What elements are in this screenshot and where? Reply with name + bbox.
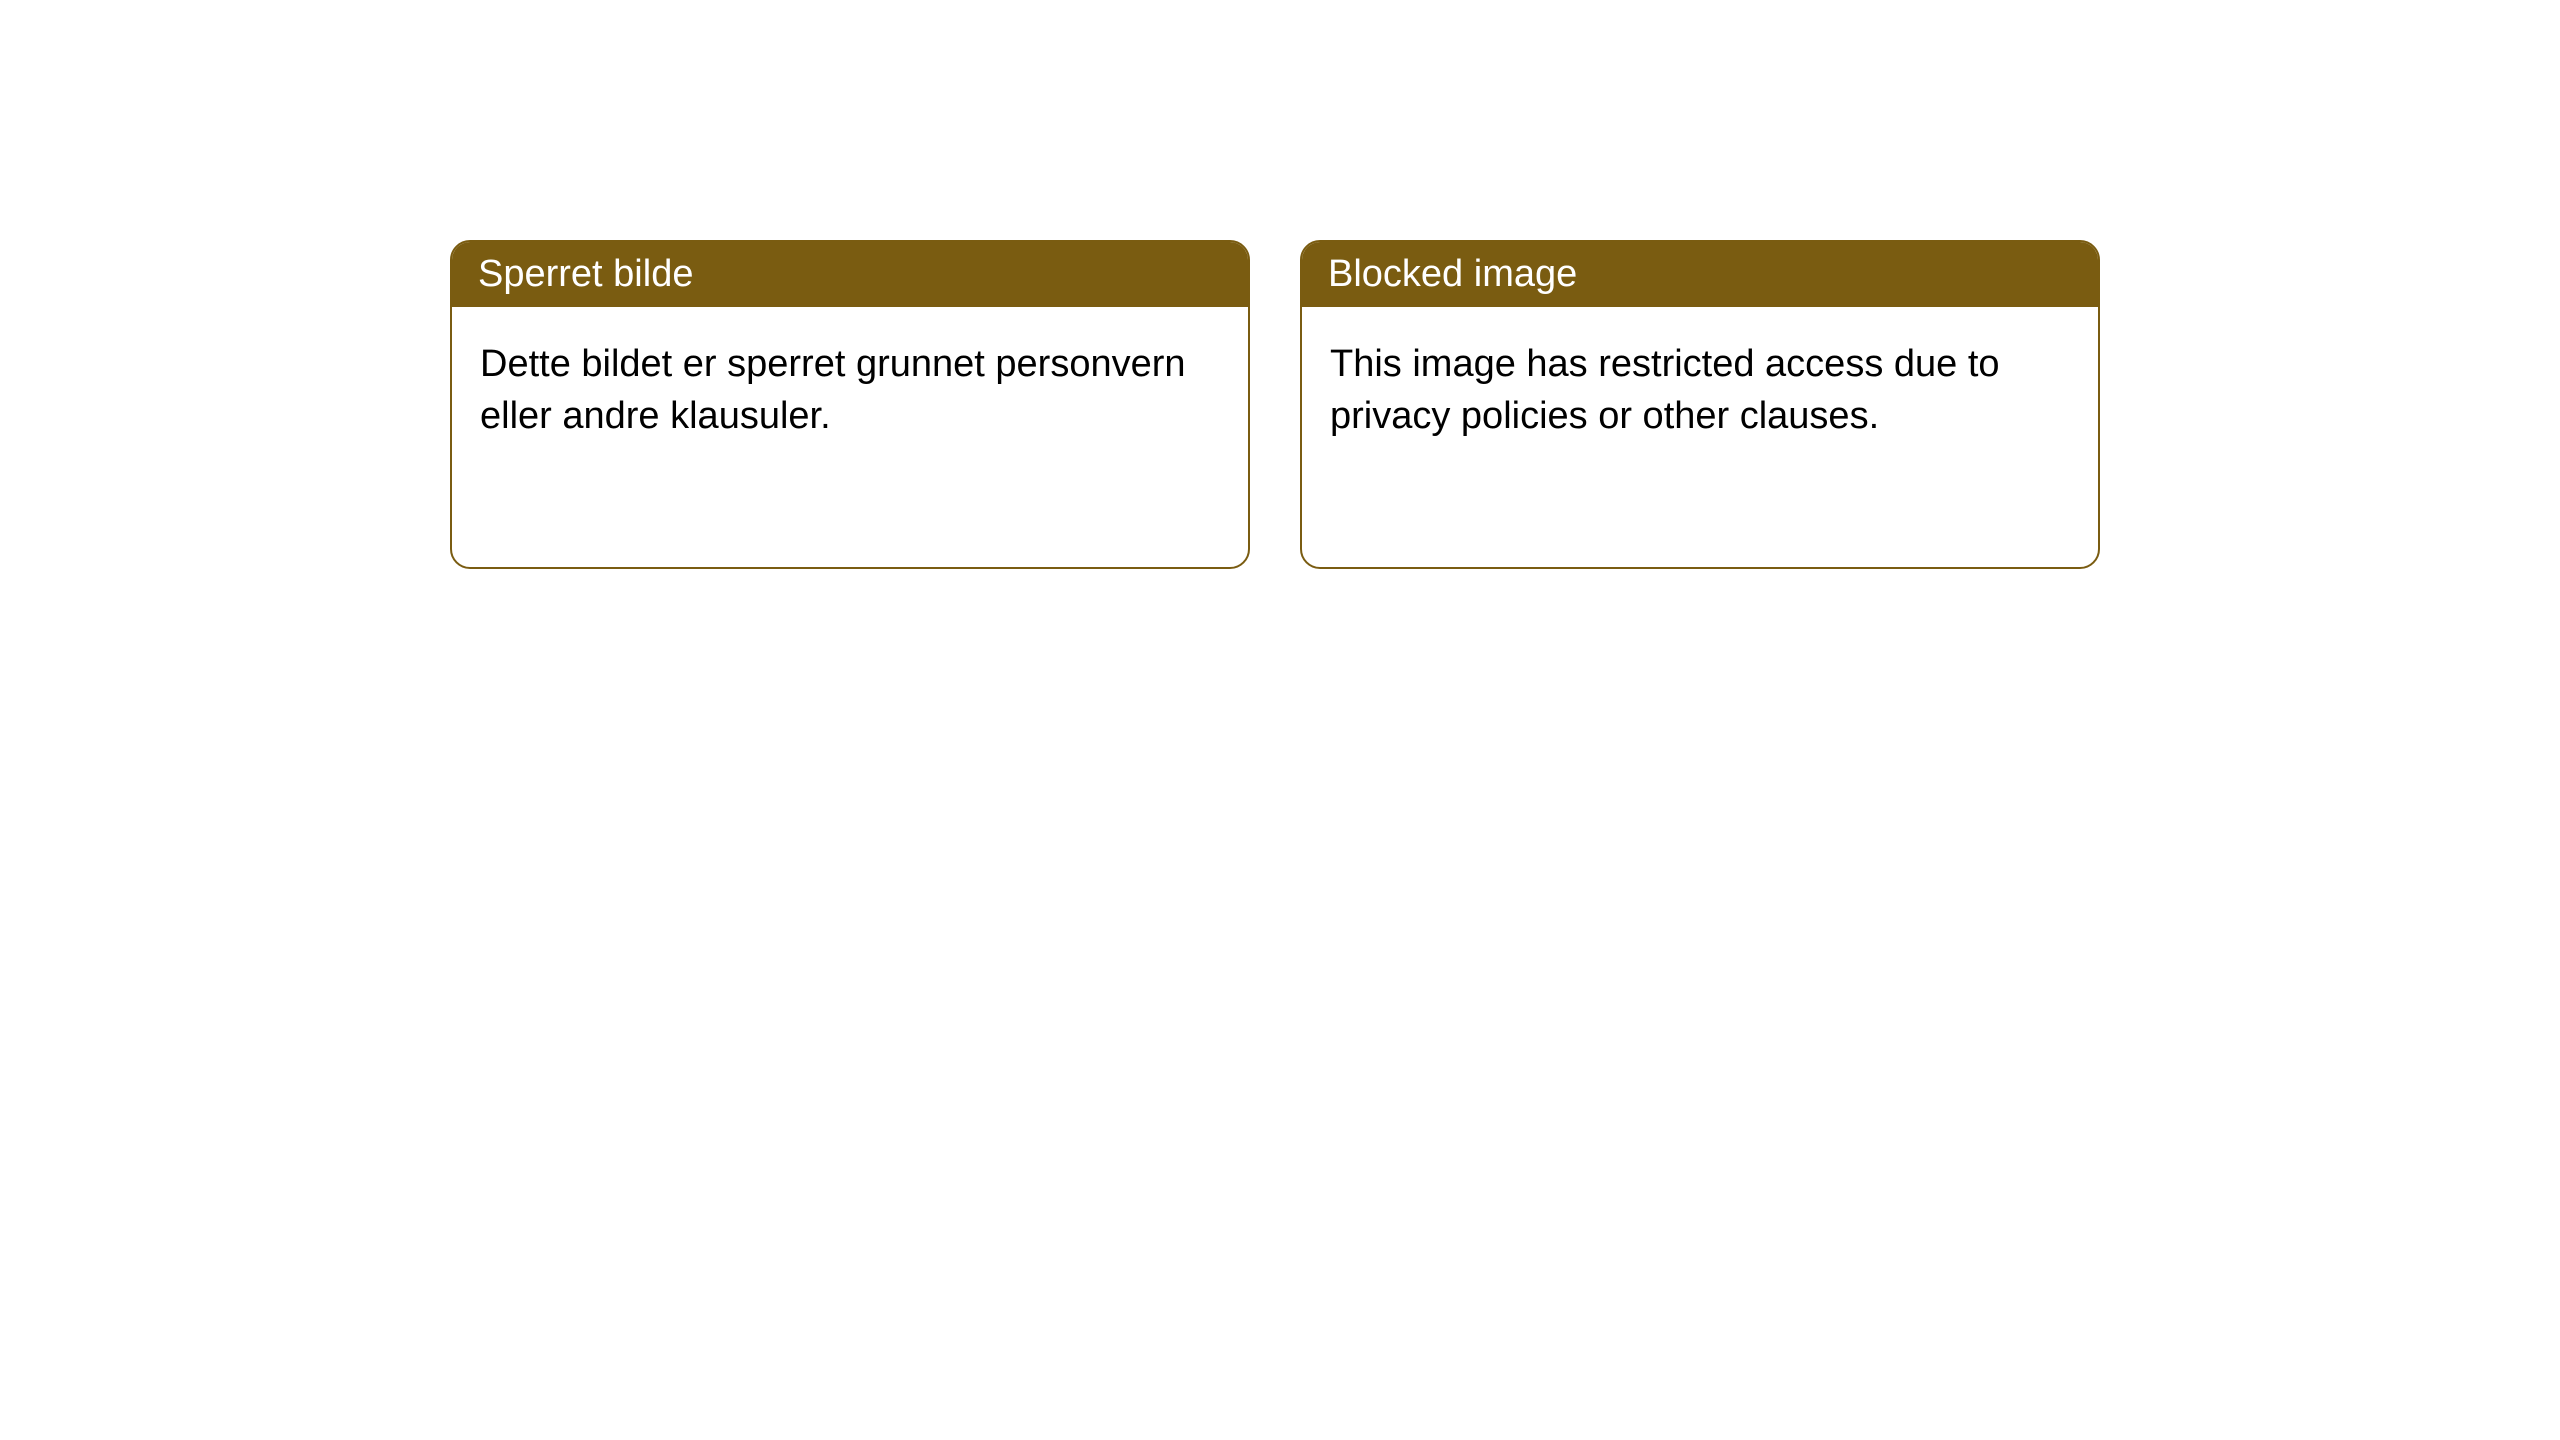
notice-card-title: Blocked image: [1302, 242, 2098, 307]
notice-card-norwegian: Sperret bilde Dette bildet er sperret gr…: [450, 240, 1250, 569]
notice-card-body: Dette bildet er sperret grunnet personve…: [452, 307, 1248, 567]
notice-container: Sperret bilde Dette bildet er sperret gr…: [0, 0, 2560, 569]
notice-card-body: This image has restricted access due to …: [1302, 307, 2098, 567]
notice-card-title: Sperret bilde: [452, 242, 1248, 307]
notice-card-english: Blocked image This image has restricted …: [1300, 240, 2100, 569]
